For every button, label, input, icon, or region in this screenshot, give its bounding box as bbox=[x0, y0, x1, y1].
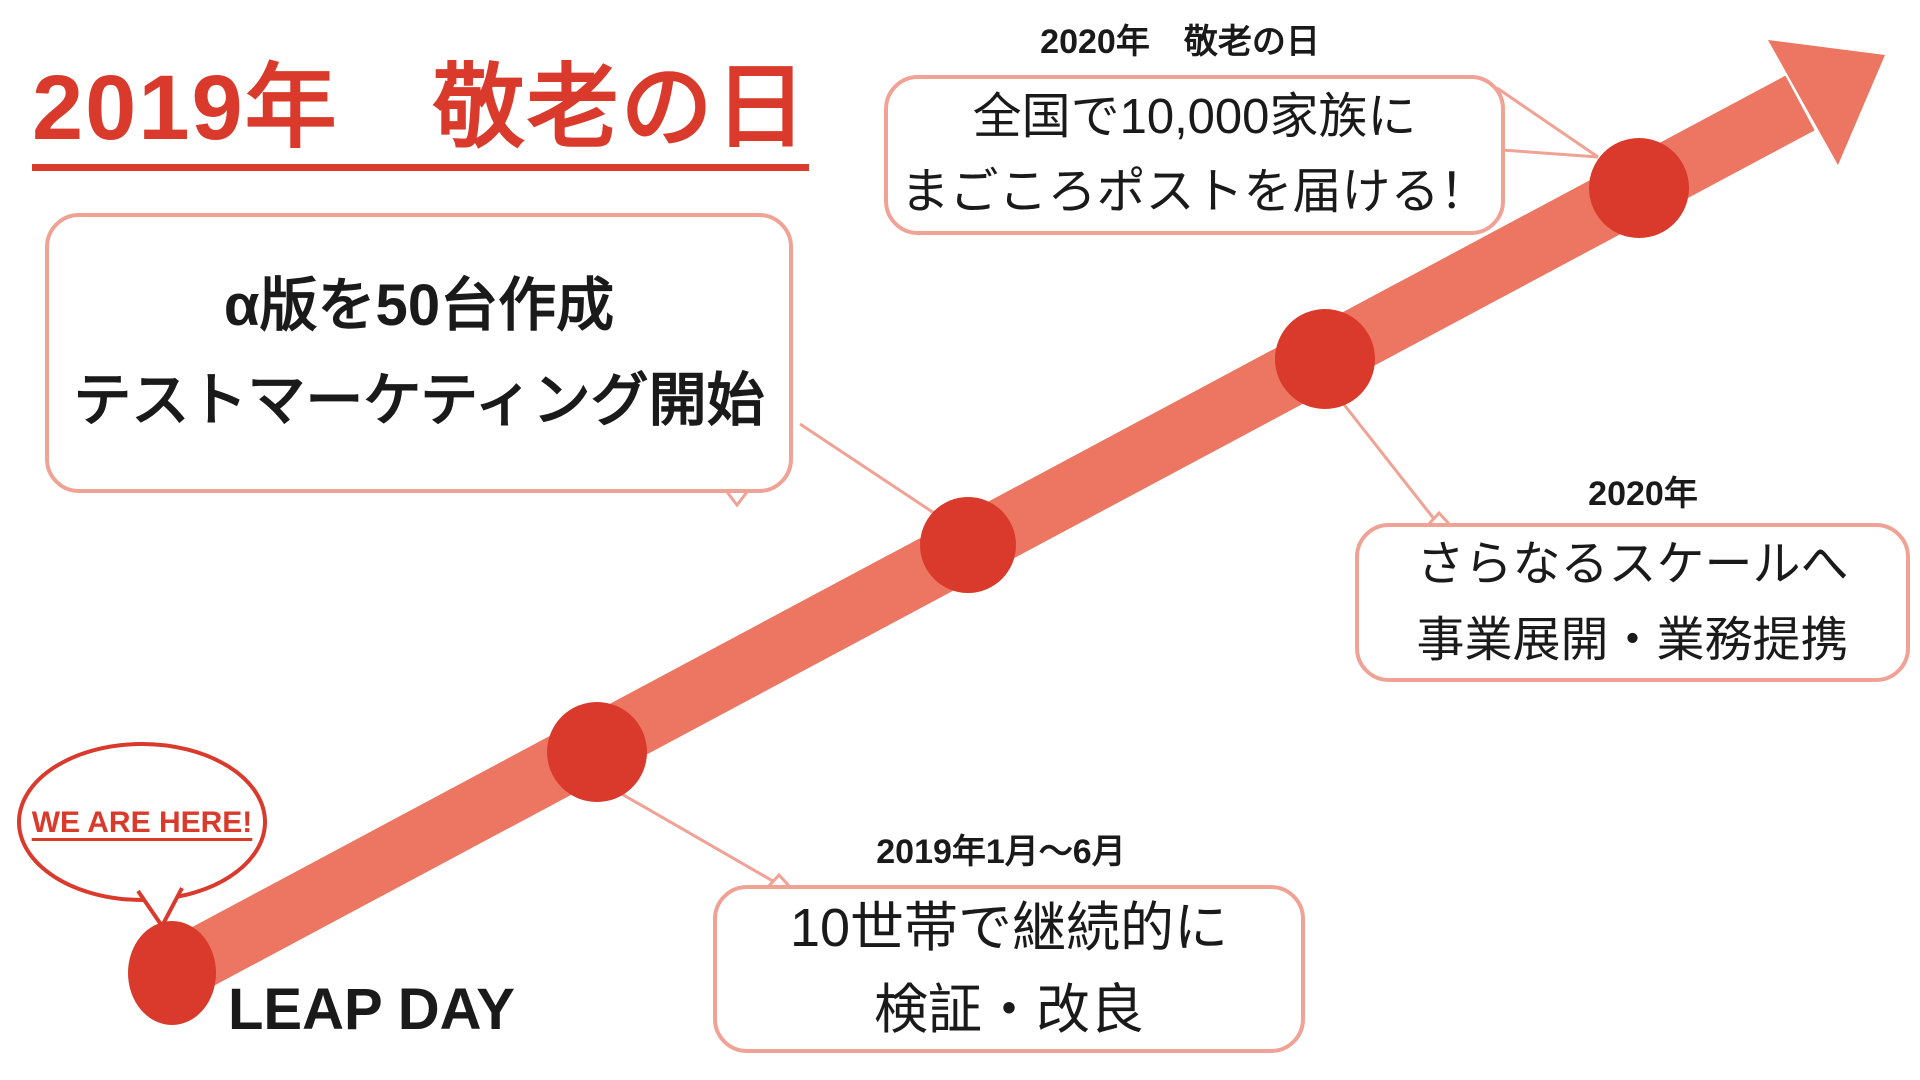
pointer-notch-scale bbox=[1426, 510, 1452, 527]
callout-scale-box: さらなるスケールへ 事業展開・業務提携 bbox=[1355, 523, 1910, 682]
callout-verify-heading: 2019年1月〜6月 bbox=[876, 833, 1126, 871]
callout-verify-line-1: 10世帯で継続的に bbox=[789, 898, 1229, 958]
callout-national-heading: 2020年 敬老の日 bbox=[1040, 23, 1320, 61]
connector-national-bottom bbox=[1501, 148, 1599, 159]
milestone-dot-5 bbox=[1589, 138, 1689, 238]
callout-national-box: 全国で10,000家族に まごころポストを届ける！ bbox=[884, 75, 1505, 235]
milestone-dot-1 bbox=[128, 921, 216, 1025]
arrow-head-icon bbox=[1768, 40, 1885, 165]
connector-national-top bbox=[1496, 86, 1599, 159]
callout-alpha-box: α版を50台作成 テストマーケティング開始 bbox=[45, 213, 793, 493]
milestone-dot-3 bbox=[920, 497, 1016, 593]
callout-national-line-1: 全国で10,000家族に bbox=[972, 90, 1417, 144]
callout-scale-line-2: 事業展開・業務提携 bbox=[1416, 613, 1849, 667]
callout-scale-line-1: さらなるスケールへ bbox=[1416, 537, 1849, 591]
callout-alpha-line-1: α版を50台作成 bbox=[223, 273, 615, 338]
callout-scale-heading: 2020年 bbox=[1588, 475, 1698, 513]
callout-national-line-2: まごころポストを届ける！ bbox=[900, 165, 1489, 219]
connector-alpha bbox=[799, 422, 941, 519]
connector-verify bbox=[619, 791, 779, 886]
callout-alpha-line-2: テストマーケティング開始 bbox=[73, 368, 765, 433]
leap-day-label: LEAP DAY bbox=[228, 977, 515, 1042]
milestone-dot-2 bbox=[547, 702, 647, 802]
milestone-dot-4 bbox=[1275, 309, 1375, 409]
pointer-notch-verify bbox=[766, 872, 792, 889]
we-are-here-label: WE ARE HERE! bbox=[31, 805, 253, 839]
callout-verify-box: 10世帯で継続的に 検証・改良 bbox=[713, 885, 1305, 1053]
pointer-notch-alpha bbox=[725, 491, 749, 508]
connector-scale bbox=[1340, 401, 1440, 525]
page-title: 2019年 敬老の日 bbox=[32, 62, 809, 171]
callout-verify-line-2: 検証・改良 bbox=[874, 980, 1144, 1040]
